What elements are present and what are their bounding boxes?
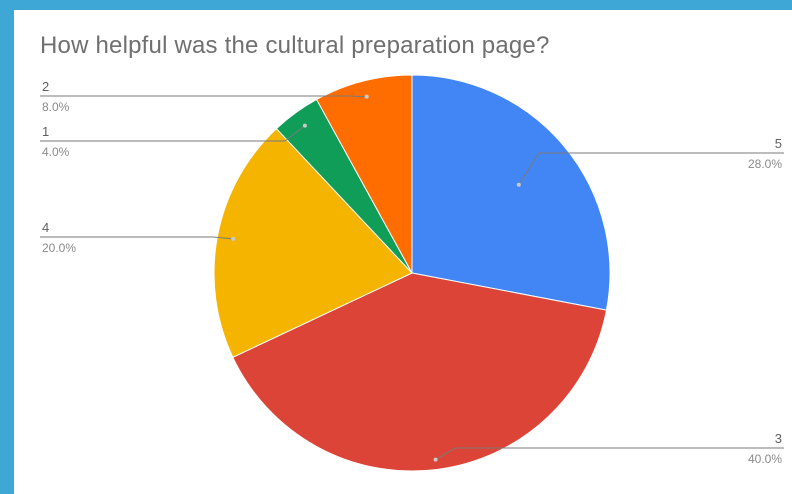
leader-dot [364,94,369,99]
leader-line [435,447,784,461]
leader-dot [433,457,438,462]
leader-line [40,95,367,98]
slice-label-2: 2 8.0% [40,79,369,114]
leader-dot [516,182,521,187]
slice-label-4: 4 20.0% [40,220,236,255]
pie-slice-4 [213,127,413,358]
slice-percent-label: 8.0% [42,100,70,114]
slice-percent-label: 20.0% [42,241,76,255]
pie-slices [213,74,611,472]
leader-dot [231,236,236,241]
pie-slice-5 [411,74,611,311]
pie-labels: 5 28.0% 3 40.0% 4 20.0% 1 4.0% 2 8.0% [40,79,784,466]
slice-percent-label: 28.0% [748,157,782,171]
leader-line [40,236,234,240]
slice-percent-label: 4.0% [42,145,70,159]
slice-percent-label: 40.0% [748,452,782,466]
chart-title: How helpful was the cultural preparation… [40,32,550,59]
slice-category-label: 5 [775,136,782,151]
slice-label-5: 5 28.0% [516,136,784,187]
slice-category-label: 3 [775,431,782,446]
slice-label-1: 1 4.0% [40,123,307,159]
slice-category-label: 4 [42,220,49,235]
slice-category-label: 2 [42,79,49,94]
pie-slice-3 [232,272,608,472]
slice-label-3: 3 40.0% [433,431,784,466]
leader-line [518,152,784,185]
leader-dot [302,123,307,128]
slice-category-label: 1 [42,124,49,139]
pie-slice-2 [315,74,413,274]
chart-card: How helpful was the cultural preparation… [14,10,792,494]
pie-chart: 5 28.0% 3 40.0% 4 20.0% 1 4.0% 2 8.0% [40,74,784,472]
leader-line [40,125,306,142]
